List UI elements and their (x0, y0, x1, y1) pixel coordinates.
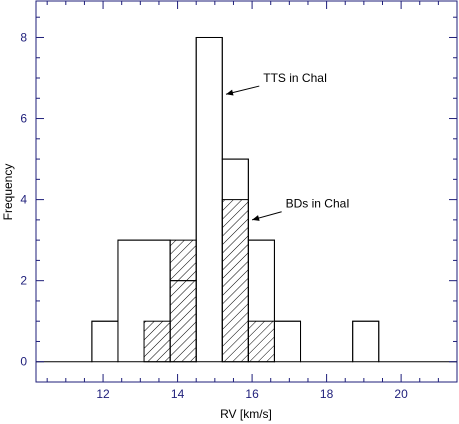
hatched-bars-group (143, 199, 275, 363)
arrowhead-icon (252, 215, 260, 221)
x-tick-label: 12 (96, 387, 110, 401)
open-bar (273, 320, 302, 363)
axis-ticks-group: 12 14 16 18 20 0 2 4 6 8 (20, 1, 458, 401)
annotations-group: TTS in ChaI BDs in ChaI (225, 71, 350, 221)
hatched-bar (143, 320, 171, 363)
open-bar (247, 239, 275, 363)
hatched-bar (247, 320, 275, 363)
open-bars-group (36, 36, 457, 363)
x-tick-label: 18 (320, 387, 334, 401)
y-tick-label: 6 (20, 112, 27, 126)
y-tick-label: 0 (20, 355, 27, 369)
annotation-label: BDs in ChaI (286, 197, 350, 211)
y-tick-label: 2 (20, 274, 27, 288)
open-bar (352, 320, 380, 363)
x-axis-label: RV [km/s] (220, 407, 272, 421)
hatched-bar (169, 239, 197, 363)
x-tick-label: 16 (245, 387, 259, 401)
hatched-bar (221, 199, 249, 363)
y-tick-label: 4 (20, 193, 27, 207)
x-tick-label: 20 (394, 387, 408, 401)
y-tick-label: 8 (20, 30, 27, 44)
arrowhead-icon (226, 89, 234, 96)
x-tick-label: 14 (171, 387, 185, 401)
annotation-label: TTS in ChaI (263, 71, 327, 85)
y-axis-label: Frequency (1, 164, 15, 221)
